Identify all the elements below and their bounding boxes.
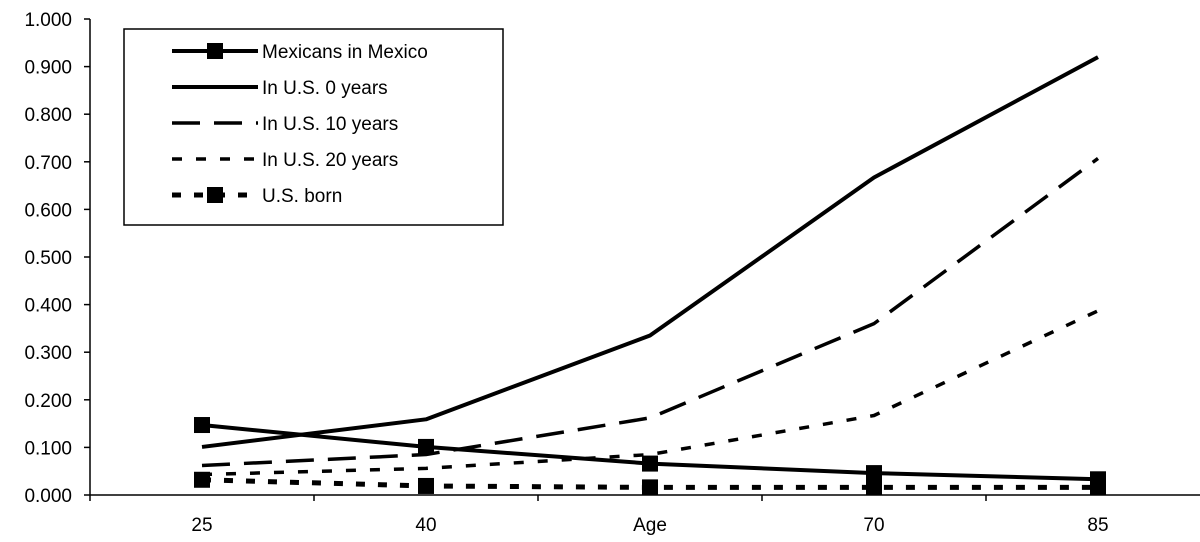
- legend-item: In U.S. 20 years: [172, 150, 398, 171]
- x-tick-label: 85: [1087, 515, 1108, 536]
- legend-item: In U.S. 0 years: [172, 78, 388, 99]
- series-layer: [194, 55, 1106, 496]
- data-point: [194, 471, 210, 488]
- data-point: [642, 479, 658, 496]
- y-axis: 0.000 0.100 0.200 0.300 0.400 0.500 0.600 0.700…: [24, 10, 91, 507]
- data-point: [1090, 479, 1106, 496]
- series-1: [201, 55, 1099, 449]
- y-tick-label: 0.600: [24, 200, 72, 221]
- series-4: [194, 471, 1106, 496]
- data-point: [866, 465, 882, 482]
- legend-item: Mexicans in Mexico: [172, 42, 428, 63]
- series-3: [201, 309, 1099, 477]
- y-tick-label: 0.200: [24, 391, 72, 412]
- x-tick-label: 40: [415, 515, 436, 536]
- y-tick-label: 1.000: [24, 10, 72, 31]
- y-tick-label: 0.100: [24, 438, 72, 459]
- data-point: [194, 417, 210, 434]
- y-tick-label: 0.300: [24, 343, 72, 364]
- legend-marker: [207, 43, 223, 59]
- legend-box: [123, 28, 504, 226]
- legend-label: In U.S. 10 years: [262, 114, 398, 135]
- x-tick-label: 70: [863, 515, 884, 536]
- data-point: [642, 455, 658, 472]
- legend: Mexicans in Mexico In U.S. 0 years In U.S.…: [123, 28, 504, 226]
- x-tick-label: 25: [191, 515, 212, 536]
- legend-item: U.S. born: [172, 186, 342, 207]
- series-0: [194, 417, 1106, 488]
- legend-label: Mexicans in Mexico: [262, 42, 428, 63]
- x-axis: 25 40 Age 70 85: [89, 494, 1200, 536]
- series-line: [201, 309, 1099, 477]
- y-tick-label: 0.000: [24, 486, 72, 507]
- y-tick-label: 0.700: [24, 153, 72, 174]
- series-2: [201, 157, 1100, 468]
- legend-label: In U.S. 20 years: [262, 150, 398, 171]
- legend-marker: [207, 187, 223, 203]
- x-tick-label: Age: [633, 515, 667, 536]
- y-tick-label: 0.500: [24, 248, 72, 269]
- y-tick-label: 0.800: [24, 105, 72, 126]
- legend-label: In U.S. 0 years: [262, 78, 388, 99]
- series-line: [201, 157, 1100, 468]
- legend-item: In U.S. 10 years: [172, 114, 398, 135]
- data-point: [866, 479, 882, 496]
- data-point: [418, 477, 434, 494]
- data-point: [418, 438, 434, 455]
- legend-label: U.S. born: [262, 186, 342, 207]
- series-line: [201, 55, 1099, 449]
- y-tick-label: 0.400: [24, 296, 72, 317]
- y-tick-label: 0.900: [24, 58, 72, 79]
